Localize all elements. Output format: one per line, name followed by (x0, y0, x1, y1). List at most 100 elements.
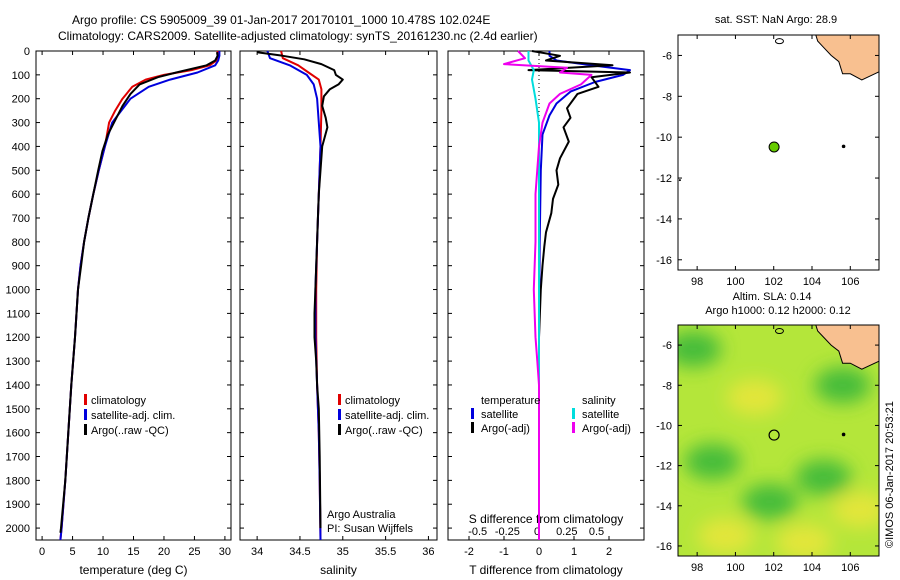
depth-tick-label: 2000 (6, 523, 30, 535)
depth-tick-label: 800 (12, 237, 30, 249)
legend-label: satellite (582, 409, 619, 421)
legend-label: climatology (91, 395, 147, 407)
map-x-tick-label: 106 (841, 562, 859, 574)
depth-tick-label: 700 (12, 213, 30, 225)
sla-anomaly-high (776, 523, 833, 556)
difference-x-axis-label: T difference from climatology (469, 563, 623, 577)
legend-label: temperature (481, 395, 540, 407)
map-x-tick-label: 102 (765, 276, 783, 288)
depth-tick-label: 900 (12, 261, 30, 273)
legend-swatch (84, 394, 87, 405)
sla-anomaly-high (831, 491, 879, 528)
depth-tick-label: 100 (12, 70, 30, 82)
legend-swatch (84, 409, 87, 420)
map-x-tick-label: 100 (726, 276, 744, 288)
difference-series-salinity-satellite (527, 51, 540, 540)
map-y-tick-label: -10 (656, 132, 672, 144)
salinity-x-axis-label: salinity (320, 563, 357, 577)
island-christmas (841, 144, 846, 149)
legend-swatch (84, 424, 87, 435)
salinity-diff-tick-label: 0.5 (589, 526, 604, 538)
temperature-x-tick-label: 0 (39, 546, 45, 558)
depth-tick-label: 1400 (6, 380, 30, 392)
legend-label: Argo(-adj) (582, 423, 631, 435)
legend-swatch (471, 408, 474, 419)
depth-tick-label: 600 (12, 189, 30, 201)
difference-series-temperature-satellite (538, 51, 631, 540)
temperature-x-tick-label: 15 (127, 546, 139, 558)
depth-tick-label: 1200 (6, 332, 30, 344)
difference-x-tick-label: 0 (536, 546, 542, 558)
salinity-x-tick-label: 34.5 (289, 546, 310, 558)
legend-swatch (338, 394, 341, 405)
depth-tick-label: 0 (24, 46, 30, 58)
legend-swatch (572, 408, 575, 419)
salinity-panel: 34 34.5 35 35.5 36 salinity climatology satelli… (239, 50, 438, 577)
imos-stamp: ©IMOS 06-Jan-2017 20:53:21 (884, 401, 896, 548)
island-christmas (841, 432, 846, 437)
map-x-tick-label: 104 (803, 562, 821, 574)
argo-position-marker (768, 141, 780, 153)
depth-tick-label: 1500 (6, 404, 30, 416)
figure-title-line-1: Argo profile: CS 5905009_39 01-Jan-2017 … (72, 13, 490, 27)
legend-swatch (572, 422, 575, 433)
map-y-tick-label: -16 (656, 541, 672, 553)
sla-map-panel: Altim. SLA: 0.14 Argo h1000: 0.12 h2000: … (656, 291, 880, 574)
legend-label: salinity (582, 395, 616, 407)
island-enggano (774, 38, 784, 45)
map-y-tick-label: -16 (656, 255, 672, 267)
legend-swatch (338, 424, 341, 435)
salinity-diff-tick-label: 0.25 (556, 526, 577, 538)
temperature-x-tick-label: 25 (188, 546, 200, 558)
salinity-x-tick-label: 35 (337, 546, 349, 558)
figure-title-line-2: Climatology: CARS2009. Satellite-adjuste… (58, 29, 538, 43)
sla-anomaly-high (726, 379, 783, 416)
legend-label: satellite-adj. clim. (345, 410, 429, 422)
salinity-diff-tick-label: 0 (534, 526, 540, 538)
legend-swatch (471, 422, 474, 433)
salinity-series-satellite-adj-clim- (266, 50, 322, 541)
difference-x-tick-label: 1 (571, 546, 577, 558)
temperature-x-tick-label: 10 (97, 546, 109, 558)
land-mass (815, 34, 880, 81)
legend-label: Argo(..raw -QC) (91, 425, 169, 437)
temperature-x-axis-label: temperature (deg C) (79, 563, 187, 577)
salinity-x-tick-label: 34 (251, 546, 263, 558)
difference-x-tick-label: 2 (606, 546, 612, 558)
island-enggano (774, 328, 784, 335)
credit-line: Argo Australia (327, 509, 396, 521)
depth-tick-label: 1100 (6, 308, 30, 320)
map-y-tick-label: -14 (656, 214, 672, 226)
salinity-diff-tick-label: -0.25 (495, 526, 520, 538)
difference-x-tick-label: -2 (464, 546, 474, 558)
difference-axes-frame (447, 50, 645, 541)
salinity-diff-tick-label: -0.5 (468, 526, 487, 538)
legend-label: satellite-adj. clim. (91, 410, 175, 422)
sst-map-frame (677, 34, 880, 271)
difference-series-salinity-argo-adj- (503, 50, 593, 540)
depth-tick-label: 1000 (6, 285, 30, 297)
sla-anomaly-low (814, 367, 871, 404)
depth-tick-label: 1800 (6, 475, 30, 487)
sla-anomaly-low (795, 459, 852, 496)
map-x-tick-label: 100 (726, 562, 744, 574)
map-y-tick-label: -6 (662, 50, 672, 62)
legend-label: satellite (481, 409, 518, 421)
salinity-axes-frame (239, 50, 438, 541)
salinity-series-argo-raw-qc- (256, 51, 344, 529)
sla-title-line-1: Altim. SLA: 0.14 (733, 291, 812, 303)
difference-series-temperature-argo-adj- (527, 50, 631, 540)
map-x-tick-label: 98 (691, 562, 703, 574)
depth-tick-label: 1600 (6, 428, 30, 440)
island-cocos (678, 179, 681, 182)
map-x-tick-label: 106 (841, 276, 859, 288)
sla-map-frame (677, 324, 880, 557)
map-y-tick-label: -6 (662, 340, 672, 352)
sla-title-line-2: Argo h1000: 0.12 h2000: 0.12 (705, 305, 851, 317)
map-y-tick-label: -8 (662, 380, 672, 392)
temperature-series-climatology (59, 51, 219, 541)
salinity-x-tick-label: 35.5 (375, 546, 396, 558)
map-x-tick-label: 102 (765, 562, 783, 574)
temperature-panel: 0 5 10 15 20 25 30 temperature (deg C) 0 100 200 30… (6, 46, 232, 577)
